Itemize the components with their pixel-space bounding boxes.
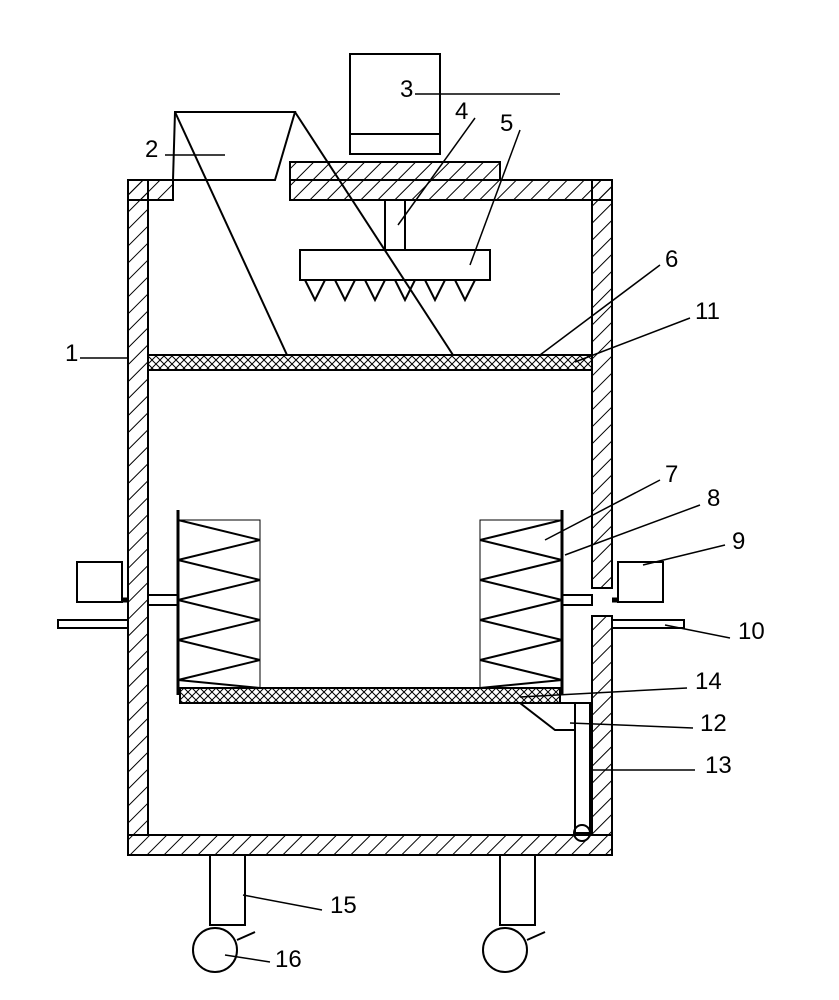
support-pipe: [575, 703, 590, 833]
wheel-right: [483, 928, 545, 972]
screen-upper: [148, 355, 592, 370]
spring-right: [480, 520, 562, 688]
diagram-container: 1 2 3 4 5 6 7 8 9 10 11 12 13 14 15 16: [0, 0, 839, 1000]
label-1: 1: [65, 340, 78, 368]
label-11: 11: [695, 298, 720, 326]
label-16: 16: [275, 946, 302, 974]
label-15: 15: [330, 892, 357, 920]
label-14: 14: [695, 668, 722, 696]
shaft-left-side: [148, 595, 178, 605]
side-motor-right: [612, 562, 684, 628]
hopper: [173, 112, 453, 355]
leg-left: [210, 855, 245, 925]
spring-left: [178, 520, 260, 688]
screen-lower: [180, 688, 560, 703]
wheel-left: [193, 928, 255, 972]
label-12: 12: [700, 710, 727, 738]
label-10: 10: [738, 618, 765, 646]
outlet: [520, 703, 575, 730]
label-8: 8: [707, 485, 720, 513]
label-7: 7: [665, 461, 678, 489]
label-9: 9: [732, 528, 745, 556]
label-2: 2: [145, 136, 158, 164]
label-4: 4: [455, 98, 468, 126]
leg-right: [500, 855, 535, 925]
top-motor: [350, 54, 440, 154]
label-13: 13: [705, 752, 732, 780]
cutter-plate: [300, 250, 490, 300]
label-6: 6: [665, 246, 678, 274]
label-5: 5: [500, 110, 513, 138]
shaft-right-side: [562, 595, 592, 605]
label-3: 3: [400, 76, 413, 104]
shaft: [385, 200, 405, 250]
side-motor-left: [58, 562, 128, 628]
main-box-walls: [128, 162, 612, 855]
